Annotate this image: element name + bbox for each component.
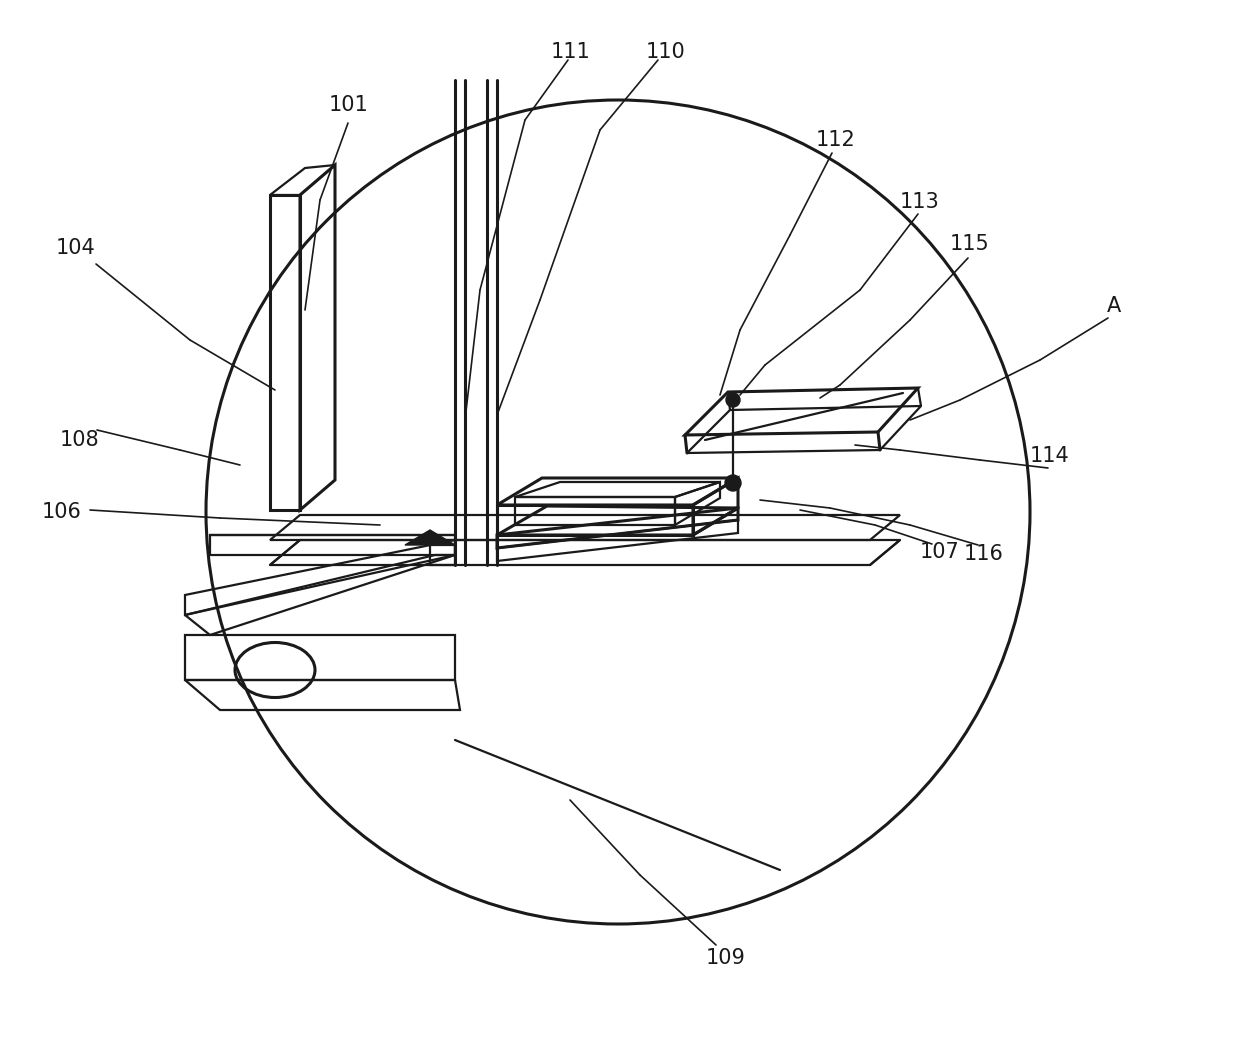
Circle shape	[725, 393, 740, 407]
Text: 114: 114	[1030, 446, 1070, 466]
Text: 109: 109	[706, 948, 746, 968]
Text: 113: 113	[900, 192, 940, 212]
Text: 106: 106	[42, 502, 82, 522]
Text: 104: 104	[56, 238, 95, 258]
Text: 108: 108	[60, 430, 99, 450]
Text: 111: 111	[551, 42, 591, 62]
Polygon shape	[405, 530, 455, 545]
Text: 112: 112	[816, 130, 856, 150]
Text: 115: 115	[950, 234, 990, 254]
Text: 116: 116	[963, 544, 1004, 564]
Text: 110: 110	[646, 42, 686, 62]
Text: 107: 107	[920, 542, 960, 562]
Text: 101: 101	[329, 95, 368, 115]
Text: A: A	[1107, 296, 1121, 316]
Circle shape	[725, 475, 742, 492]
